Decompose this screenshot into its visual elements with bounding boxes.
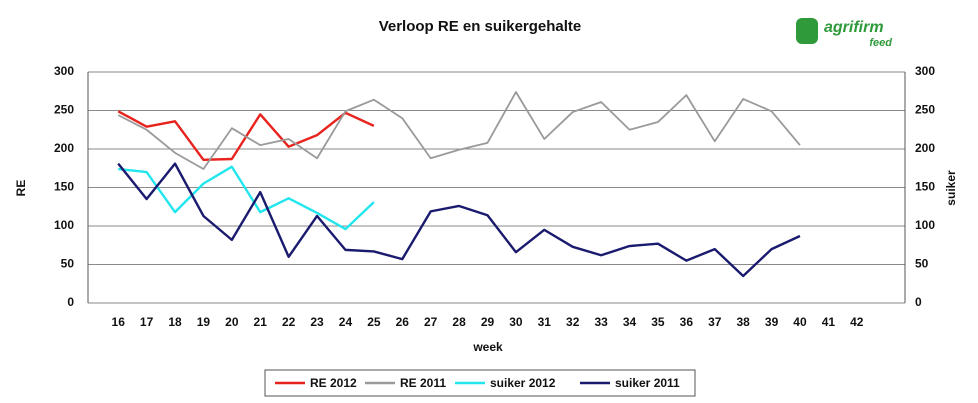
y2-axis-label: suiker bbox=[944, 170, 958, 206]
y-tick-label: 50 bbox=[61, 257, 75, 271]
legend-label: RE 2011 bbox=[400, 376, 446, 390]
series-line bbox=[117, 110, 375, 161]
x-tick-label: 24 bbox=[339, 315, 353, 329]
y-axis-label: RE bbox=[14, 180, 28, 197]
x-tick-label: 42 bbox=[850, 315, 864, 329]
y2-tick-label: 50 bbox=[915, 257, 929, 271]
x-tick-label: 41 bbox=[822, 315, 836, 329]
x-tick-label: 35 bbox=[651, 315, 665, 329]
y-tick-label: 200 bbox=[54, 141, 74, 155]
logo: agrifirm feed bbox=[796, 18, 892, 49]
x-tick-label: 17 bbox=[140, 315, 154, 329]
y-tick-label: 0 bbox=[67, 295, 74, 309]
x-axis-label: week bbox=[472, 340, 503, 354]
y2-tick-label: 100 bbox=[915, 218, 935, 232]
y-tick-label: 300 bbox=[54, 64, 74, 78]
series-line bbox=[117, 162, 801, 278]
x-tick-label: 22 bbox=[282, 315, 296, 329]
x-tick-label: 21 bbox=[254, 315, 268, 329]
logo-sub: feed bbox=[869, 37, 892, 49]
y2-tick-label: 250 bbox=[915, 103, 935, 117]
x-tick-label: 37 bbox=[708, 315, 722, 329]
x-tick-label: 18 bbox=[168, 315, 182, 329]
x-tick-label: 38 bbox=[736, 315, 750, 329]
x-tick-label: 19 bbox=[197, 315, 211, 329]
y2-tick-label: 150 bbox=[915, 180, 935, 194]
x-tick-label: 29 bbox=[481, 315, 495, 329]
x-tick-label: 23 bbox=[310, 315, 324, 329]
x-tick-label: 26 bbox=[396, 315, 410, 329]
x-tick-label: 25 bbox=[367, 315, 381, 329]
y-tick-label: 100 bbox=[54, 218, 74, 232]
series-line bbox=[118, 165, 375, 231]
x-tick-label: 36 bbox=[680, 315, 694, 329]
logo-name: agrifirm bbox=[824, 19, 884, 36]
x-tick-label: 27 bbox=[424, 315, 438, 329]
y2-tick-label: 200 bbox=[915, 141, 935, 155]
legend-label: RE 2012 bbox=[310, 376, 357, 390]
x-tick-label: 16 bbox=[112, 315, 126, 329]
x-tick-label: 20 bbox=[225, 315, 239, 329]
logo-icon bbox=[796, 18, 818, 44]
series-line bbox=[117, 91, 801, 170]
x-tick-label: 32 bbox=[566, 315, 580, 329]
y2-tick-label: 0 bbox=[915, 295, 922, 309]
x-tick-label: 39 bbox=[765, 315, 779, 329]
x-tick-label: 31 bbox=[538, 315, 552, 329]
x-tick-label: 33 bbox=[594, 315, 608, 329]
y-tick-label: 250 bbox=[54, 103, 74, 117]
chart-title: Verloop RE en suikergehalte bbox=[379, 18, 582, 35]
y2-tick-label: 300 bbox=[915, 64, 935, 78]
legend-label: suiker 2012 bbox=[490, 376, 556, 390]
x-tick-label: 28 bbox=[452, 315, 466, 329]
y-tick-label: 150 bbox=[54, 180, 74, 194]
x-tick-label: 40 bbox=[793, 315, 807, 329]
x-tick-label: 30 bbox=[509, 315, 523, 329]
legend-label: suiker 2011 bbox=[615, 376, 680, 390]
x-tick-label: 34 bbox=[623, 315, 637, 329]
